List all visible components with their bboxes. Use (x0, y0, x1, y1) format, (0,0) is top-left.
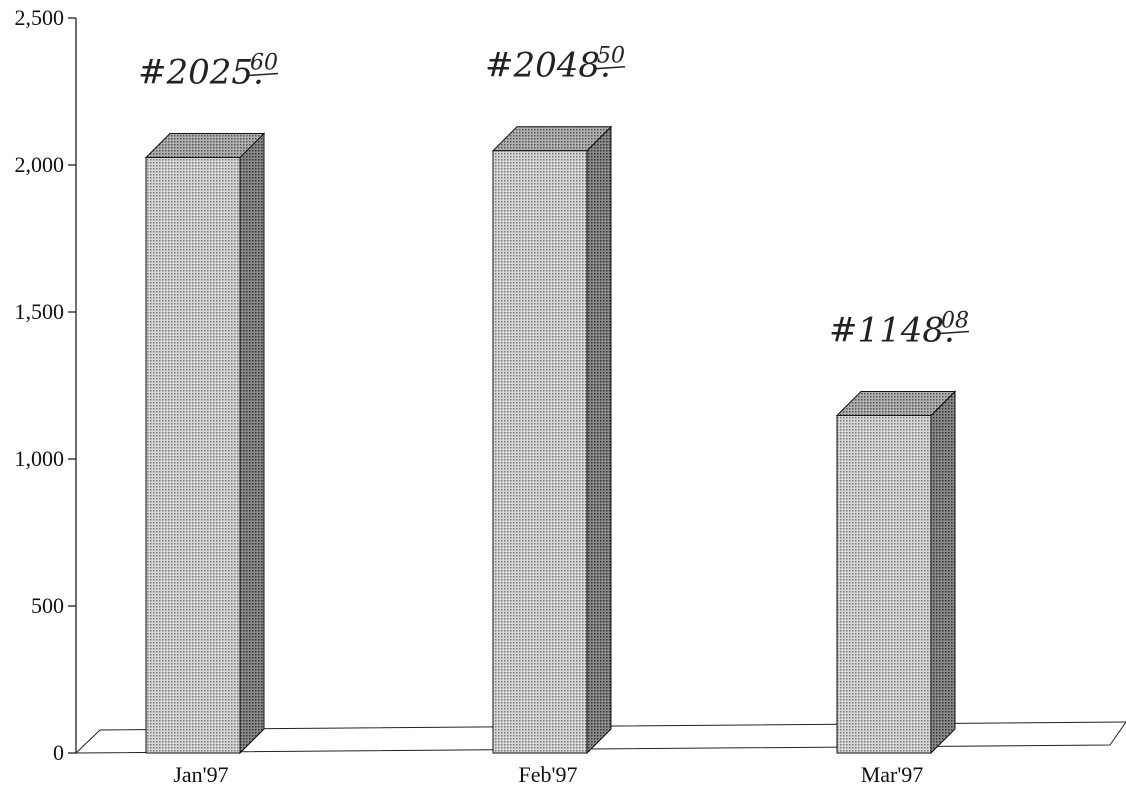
annotation-cents: 60 (250, 50, 278, 75)
x-tick-label: Feb'97 (519, 762, 578, 787)
handwritten-annotations: #2025.60 #2048.50 #1148.08 (138, 44, 970, 350)
annotation-amount: #2048. (485, 46, 611, 86)
y-tick-label: 500 (31, 593, 64, 618)
x-tick-label: Mar'97 (861, 762, 924, 787)
bar-side (239, 132, 265, 755)
annotation-underline (938, 330, 970, 335)
annotation-cents: 08 (941, 308, 969, 333)
bar-front (492, 150, 588, 754)
y-tick-label: 2,500 (15, 5, 65, 30)
annotation-underline (594, 65, 626, 70)
y-axis-ticks: 0 500 1,000 1,500 2,000 2,500 (15, 5, 76, 765)
x-tick-label: Jan'97 (173, 762, 228, 787)
floor-plane (74, 721, 1126, 754)
annotation-underline (247, 72, 279, 77)
bar (491, 125, 613, 755)
annotation-amount: #2025. (138, 52, 264, 92)
y-tick-label: 0 (53, 740, 64, 765)
y-tick-label: 1,000 (15, 446, 65, 471)
x-axis-labels: Jan'97 Feb'97 Mar'97 (173, 762, 923, 787)
bar (144, 132, 266, 755)
y-tick-label: 2,000 (15, 152, 65, 177)
bar (835, 390, 957, 755)
bar-front (836, 414, 932, 754)
bar-side (586, 125, 612, 755)
bar-side (930, 390, 956, 755)
bar-front (145, 156, 241, 754)
y-tick-label: 1,500 (15, 299, 65, 324)
bars-group (144, 125, 957, 755)
annotation-cents: 50 (597, 44, 625, 69)
annotation-amount: #1148. (829, 310, 955, 350)
